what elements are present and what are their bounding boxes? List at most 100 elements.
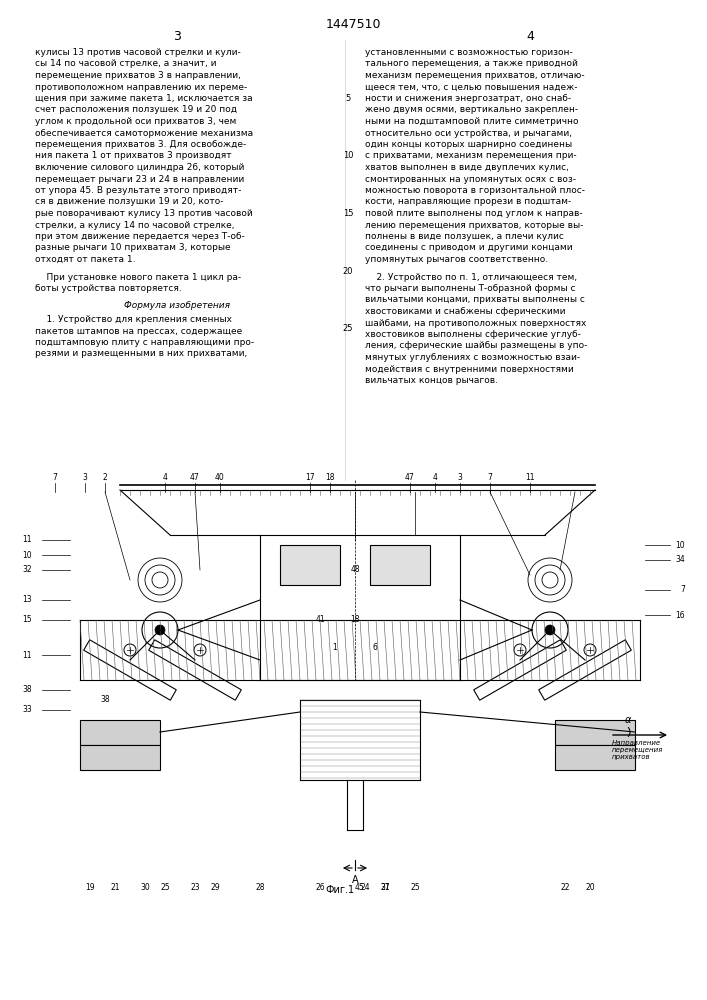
- Text: вильчатых концов рычагов.: вильчатых концов рычагов.: [365, 376, 498, 385]
- Text: 4: 4: [433, 473, 438, 482]
- Text: соединены с приводом и другими концами: соединены с приводом и другими концами: [365, 243, 573, 252]
- Text: шайбами, на противоположных поверхностях: шайбами, на противоположных поверхностях: [365, 318, 586, 328]
- Text: ся в движение ползушки 19 и 20, кото-: ся в движение ползушки 19 и 20, кото-: [35, 198, 223, 207]
- Text: 25: 25: [343, 324, 354, 333]
- Text: 31: 31: [380, 883, 390, 892]
- Text: модействия с внутренними поверхностями: модействия с внутренними поверхностями: [365, 364, 574, 373]
- Text: 47: 47: [190, 473, 200, 482]
- Text: 38: 38: [100, 696, 110, 704]
- Circle shape: [155, 625, 165, 635]
- Text: ния пакета 1 от прихватов 3 производят: ния пакета 1 от прихватов 3 производят: [35, 151, 232, 160]
- Text: механизм перемещения прихватов, отличаю-: механизм перемещения прихватов, отличаю-: [365, 71, 585, 80]
- Text: при этом движение передается через Т-об-: при этом движение передается через Т-об-: [35, 232, 245, 241]
- Text: 15: 15: [343, 209, 354, 218]
- Text: 22: 22: [560, 883, 570, 892]
- Text: 25: 25: [160, 883, 170, 892]
- Text: хвостовиками и снабжены сферическими: хвостовиками и снабжены сферическими: [365, 307, 566, 316]
- Text: один концы которых шарнирно соединены: один концы которых шарнирно соединены: [365, 140, 572, 149]
- Text: 7: 7: [488, 473, 493, 482]
- Text: перемещения прихватов 3. Для освобожде-: перемещения прихватов 3. Для освобожде-: [35, 140, 246, 149]
- Text: 10: 10: [675, 540, 685, 550]
- Text: 19: 19: [85, 883, 95, 892]
- Text: отходят от пакета 1.: отходят от пакета 1.: [35, 255, 136, 264]
- Text: 23: 23: [190, 883, 200, 892]
- Text: А: А: [351, 875, 358, 885]
- Text: щения при зажиме пакета 1, исключается за: щения при зажиме пакета 1, исключается з…: [35, 94, 252, 103]
- Text: 5: 5: [346, 94, 351, 103]
- Text: перемещает рычаги 23 и 24 в направлении: перемещает рычаги 23 и 24 в направлении: [35, 174, 244, 184]
- Text: резями и размещенными в них прихватами,: резями и размещенными в них прихватами,: [35, 350, 247, 359]
- Text: 10: 10: [22, 550, 32, 560]
- Text: 1447510: 1447510: [325, 18, 381, 31]
- Text: 13: 13: [22, 595, 32, 604]
- Text: 28: 28: [255, 883, 264, 892]
- Text: 3: 3: [173, 30, 181, 43]
- Text: 2. Устройство по п. 1, отличающееся тем,: 2. Устройство по п. 1, отличающееся тем,: [365, 272, 577, 282]
- Text: 6: 6: [373, 644, 378, 652]
- Text: 3: 3: [83, 473, 88, 482]
- Text: Фиг.1: Фиг.1: [325, 885, 354, 895]
- FancyBboxPatch shape: [80, 720, 160, 745]
- Text: 11: 11: [22, 650, 32, 660]
- Text: ления, сферические шайбы размещены в упо-: ления, сферические шайбы размещены в упо…: [365, 342, 588, 351]
- Text: α: α: [625, 715, 631, 725]
- Text: разные рычаги 10 прихватам 3, которые: разные рычаги 10 прихватам 3, которые: [35, 243, 230, 252]
- Text: 18: 18: [350, 615, 360, 624]
- Text: 11: 11: [22, 536, 32, 544]
- Text: боты устройства повторяется.: боты устройства повторяется.: [35, 284, 182, 293]
- Text: счет расположения ползушек 19 и 20 под: счет расположения ползушек 19 и 20 под: [35, 105, 237, 114]
- FancyBboxPatch shape: [280, 545, 340, 585]
- FancyBboxPatch shape: [370, 545, 430, 585]
- FancyBboxPatch shape: [555, 745, 635, 770]
- Text: вильчатыми концами, прихваты выполнены с: вильчатыми концами, прихваты выполнены с: [365, 296, 585, 304]
- Text: 34: 34: [675, 556, 685, 564]
- Text: 16: 16: [675, 610, 685, 619]
- Text: стрелки, а кулису 14 по часовой стрелке,: стрелки, а кулису 14 по часовой стрелке,: [35, 221, 235, 230]
- Text: 20: 20: [343, 266, 354, 275]
- Text: 1. Устройство для крепления сменных: 1. Устройство для крепления сменных: [35, 315, 232, 324]
- Text: 7: 7: [52, 473, 57, 482]
- Text: 11: 11: [525, 473, 534, 482]
- Text: 4: 4: [163, 473, 168, 482]
- FancyBboxPatch shape: [555, 720, 635, 745]
- Text: 10: 10: [343, 151, 354, 160]
- Text: кости, направляющие прорези в подштам-: кости, направляющие прорези в подштам-: [365, 198, 571, 207]
- Text: от упора 45. В результате этого приводят-: от упора 45. В результате этого приводят…: [35, 186, 241, 195]
- Text: ными на подштамповой плите симметрично: ными на подштамповой плите симметрично: [365, 117, 578, 126]
- Text: включение силового цилиндра 26, который: включение силового цилиндра 26, который: [35, 163, 245, 172]
- Text: 40: 40: [215, 473, 225, 482]
- Text: 45: 45: [355, 883, 365, 892]
- Text: 38: 38: [22, 686, 32, 694]
- Text: 47: 47: [405, 473, 415, 482]
- Text: 41: 41: [315, 615, 325, 624]
- Circle shape: [545, 625, 555, 635]
- Text: При установке нового пакета 1 цикл ра-: При установке нового пакета 1 цикл ра-: [35, 272, 241, 282]
- Text: 18: 18: [325, 473, 334, 482]
- Text: с прихватами, механизм перемещения при-: с прихватами, механизм перемещения при-: [365, 151, 577, 160]
- Text: рые поворачивают кулису 13 против часовой: рые поворачивают кулису 13 против часово…: [35, 209, 252, 218]
- Text: хвостовиков выполнены сферические углуб-: хвостовиков выполнены сферические углуб-: [365, 330, 581, 339]
- Text: повой плите выполнены под углом к направ-: повой плите выполнены под углом к направ…: [365, 209, 583, 218]
- Text: 2: 2: [103, 473, 107, 482]
- Text: можностью поворота в горизонтальной плос-: можностью поворота в горизонтальной плос…: [365, 186, 585, 195]
- Text: 30: 30: [140, 883, 150, 892]
- FancyBboxPatch shape: [80, 745, 160, 770]
- Text: щееся тем, что, с целью повышения надеж-: щееся тем, что, с целью повышения надеж-: [365, 83, 578, 92]
- Text: ности и снижения энергозатрат, оно снаб-: ности и снижения энергозатрат, оно снаб-: [365, 94, 571, 103]
- Text: подштамповую плиту с направляющими про-: подштамповую плиту с направляющими про-: [35, 338, 254, 347]
- Text: 4: 4: [526, 30, 534, 43]
- Text: лению перемещения прихватов, которые вы-: лению перемещения прихватов, которые вы-: [365, 221, 583, 230]
- Text: кулисы 13 против часовой стрелки и кули-: кулисы 13 против часовой стрелки и кули-: [35, 48, 241, 57]
- Text: Направление
перемещения
прихватов: Направление перемещения прихватов: [612, 740, 663, 760]
- Text: 1: 1: [332, 644, 337, 652]
- Text: что рычаги выполнены Т-образной формы с: что рычаги выполнены Т-образной формы с: [365, 284, 575, 293]
- Text: 17: 17: [305, 473, 315, 482]
- Text: относительно оси устройства, и рычагами,: относительно оси устройства, и рычагами,: [365, 128, 572, 137]
- Text: упомянутых рычагов соответственно.: упомянутых рычагов соответственно.: [365, 255, 548, 264]
- Text: жено двумя осями, вертикально закреплен-: жено двумя осями, вертикально закреплен-: [365, 105, 578, 114]
- Text: хватов выполнен в виде двуплечих кулис,: хватов выполнен в виде двуплечих кулис,: [365, 163, 569, 172]
- Text: 15: 15: [22, 615, 32, 624]
- Text: 21: 21: [110, 883, 119, 892]
- Text: смонтированных на упомянутых осях с воз-: смонтированных на упомянутых осях с воз-: [365, 174, 576, 184]
- Text: 3: 3: [457, 473, 462, 482]
